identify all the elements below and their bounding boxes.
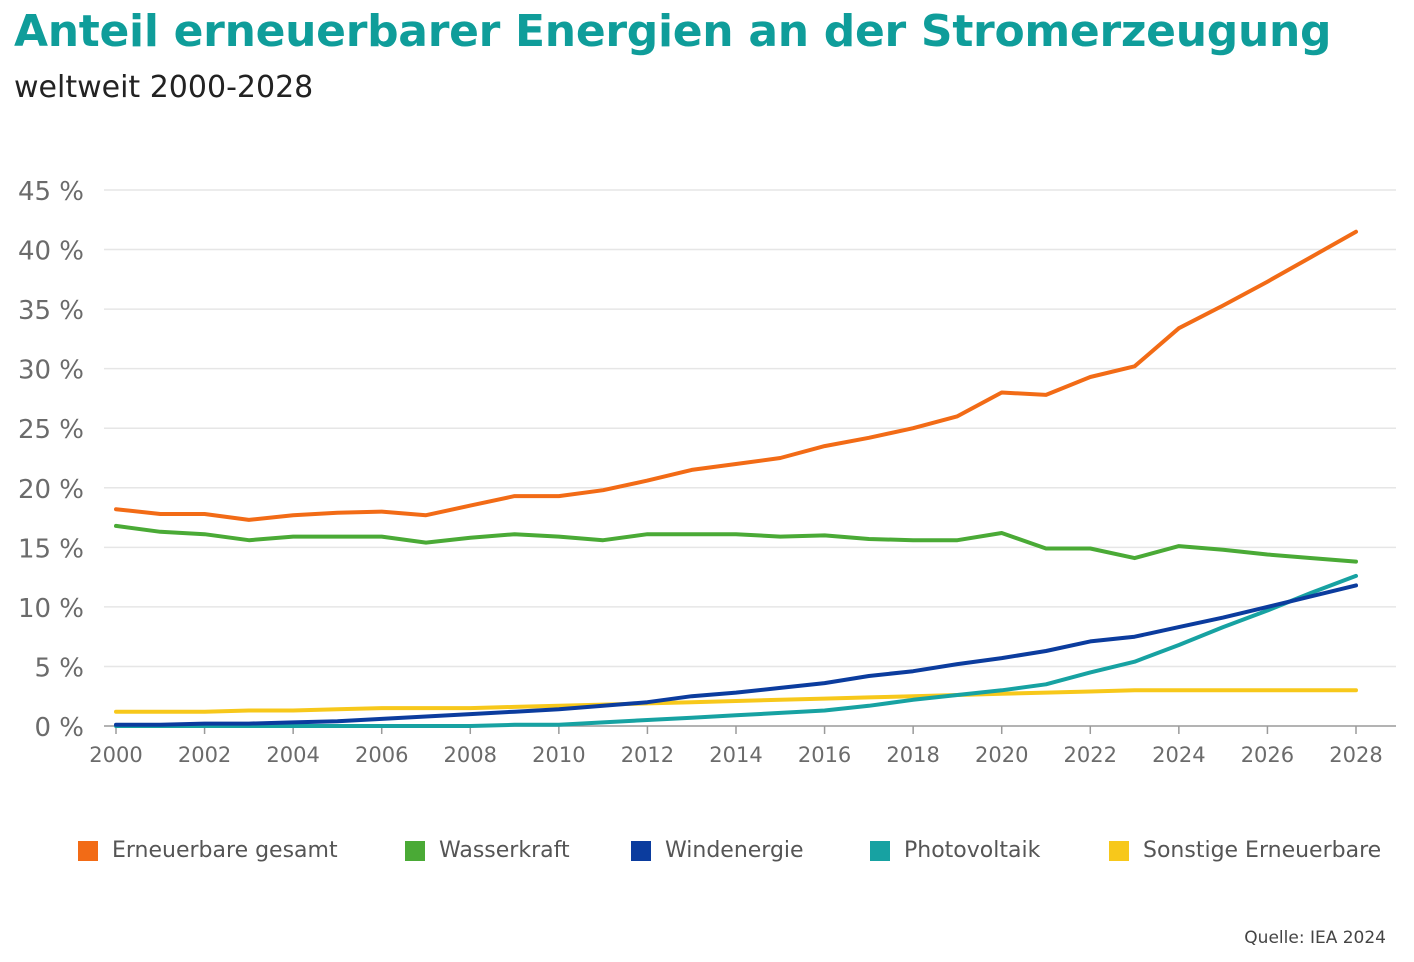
x-tick-label: 2004 [266,743,319,767]
legend-item: Wasserkraft [405,838,570,863]
legend-swatch [78,840,98,861]
x-tick-label: 2002 [178,743,231,767]
y-tick-label: 45 % [18,177,84,207]
x-axis-ticks: 2000 2002 2004 2006 2008 2010 2012 2014 2016 2018… [89,726,1383,767]
y-tick-label: 20 % [18,475,84,505]
x-tick-label: 2010 [532,743,585,767]
y-tick-label: 5 % [34,653,84,683]
legend-label: Erneuerbare gesamt [112,838,338,863]
x-tick-label: 2020 [975,743,1028,767]
y-tick-label: 30 % [18,356,84,386]
x-tick-label: 2026 [1241,743,1294,767]
y-tick-label: 0 % [34,713,84,743]
x-tick-label: 2018 [886,743,939,767]
legend: Erneuerbare gesamt Wasserkraft Windenergie… [78,838,1388,874]
line-chart: 0 % 5 % 10 % 15 % 20 % 25 % 30 % 35 % 40 % 45 % 2… [18,177,1396,767]
legend-label: Photovoltaik [904,838,1041,863]
legend-label: Wasserkraft [439,838,570,863]
x-tick-label: 2014 [709,743,762,767]
chart-title: Anteil erneuerbarer Energien an der Stro… [14,6,1332,57]
series-line-2 [114,523,1358,564]
chart-subtitle: weltweit 2000-2028 [14,70,314,105]
x-tick-label: 2000 [89,743,142,767]
legend-label: Windenergie [665,838,804,863]
y-tick-label: 35 % [18,296,84,326]
series-line-4 [114,573,1358,728]
series-line-5 [114,688,1358,714]
legend-item: Erneuerbare gesamt [78,838,338,863]
x-tick-label: 2008 [444,743,497,767]
y-tick-label: 15 % [18,534,84,564]
legend-swatch [870,840,890,861]
legend-swatch [1109,840,1129,861]
x-tick-label: 2006 [355,743,408,767]
y-axis-ticks: 0 % 5 % 10 % 15 % 20 % 25 % 30 % 35 % 40 % 45 % [18,177,84,743]
x-tick-label: 2028 [1329,743,1382,767]
legend-item: Photovoltaik [870,838,1040,863]
legend-swatch [405,840,425,861]
legend-item: Windenergie [631,838,804,863]
series-line-3 [114,583,1358,727]
grid-lines [104,189,1396,727]
series-line-1 [114,229,1358,522]
series-lines [114,229,1358,728]
legend-item: Sonstige Erneuerbare [1109,838,1381,863]
x-tick-label: 2016 [798,743,851,767]
legend-label: Sonstige Erneuerbare [1143,838,1382,863]
y-tick-label: 10 % [18,594,84,624]
x-tick-label: 2024 [1152,743,1205,767]
legend-swatch [631,840,651,861]
y-tick-label: 25 % [18,415,84,445]
x-tick-label: 2012 [621,743,674,767]
y-tick-label: 40 % [18,237,84,267]
source-note: Quelle: IEA 2024 [1244,928,1386,948]
x-tick-label: 2022 [1064,743,1117,767]
